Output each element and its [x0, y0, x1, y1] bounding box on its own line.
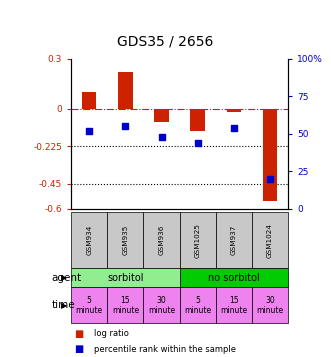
Bar — [263, 109, 277, 201]
Text: 30
minute: 30 minute — [148, 296, 175, 315]
Text: GSM937: GSM937 — [231, 225, 237, 255]
Text: 30
minute: 30 minute — [256, 296, 283, 315]
Text: 15
minute: 15 minute — [220, 296, 247, 315]
Bar — [82, 92, 96, 109]
Text: 15
minute: 15 minute — [112, 296, 139, 315]
Point — [123, 124, 128, 129]
Text: ▶: ▶ — [61, 301, 68, 310]
Text: GSM1024: GSM1024 — [267, 222, 273, 258]
Point — [159, 134, 164, 140]
Point — [231, 125, 236, 131]
Text: GDS35 / 2656: GDS35 / 2656 — [117, 34, 214, 48]
Text: log ratio: log ratio — [94, 330, 129, 338]
Text: ■: ■ — [74, 329, 84, 339]
Bar — [226, 109, 241, 112]
Text: GSM936: GSM936 — [159, 225, 165, 255]
Text: GSM1025: GSM1025 — [195, 222, 201, 258]
Text: 5
minute: 5 minute — [184, 296, 211, 315]
Text: GSM934: GSM934 — [86, 225, 92, 255]
Bar — [190, 109, 205, 131]
Text: ■: ■ — [74, 344, 84, 354]
Text: percentile rank within the sample: percentile rank within the sample — [94, 345, 236, 354]
Text: ▶: ▶ — [61, 273, 68, 282]
Text: GSM935: GSM935 — [122, 225, 128, 255]
Text: no sorbitol: no sorbitol — [208, 272, 260, 283]
Text: 5
minute: 5 minute — [76, 296, 103, 315]
Bar — [118, 72, 133, 109]
Text: sorbitol: sorbitol — [107, 272, 144, 283]
Point — [267, 176, 272, 182]
Point — [87, 128, 92, 134]
Text: agent: agent — [51, 272, 81, 283]
Bar — [154, 109, 169, 122]
Point — [195, 140, 200, 146]
Text: time: time — [51, 300, 75, 310]
